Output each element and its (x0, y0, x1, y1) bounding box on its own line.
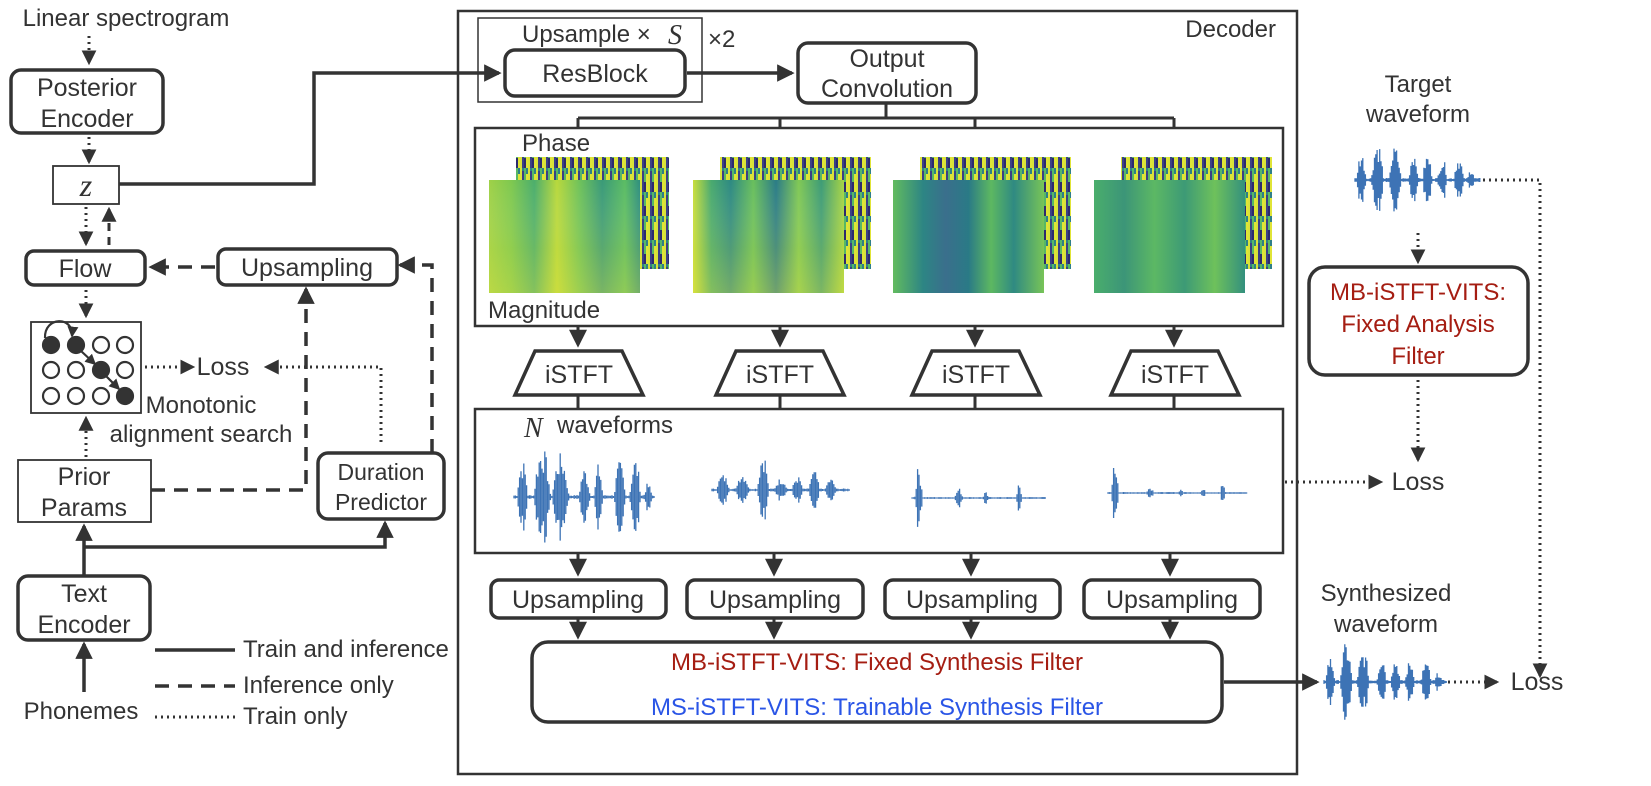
waveform-panel (473, 407, 1285, 555)
subband-waveform-3 (911, 469, 1046, 527)
flow-box (24, 249, 147, 287)
decoder-frame (456, 9, 1299, 776)
ms-synthesis-label: MS-iSTFT-VITS: Trainable Synthesis Filte… (651, 694, 1103, 721)
prior-params-label-1: Prior (58, 463, 111, 491)
waveforms-label: waveforms (556, 412, 673, 439)
flow-label: Flow (59, 255, 113, 283)
mb-analysis-label-3: Filter (1391, 343, 1444, 370)
waveform-trace (911, 469, 1046, 527)
synthesized-waveform-label-1: Synthesized (1321, 580, 1452, 607)
phonemes-label: Phonemes (24, 698, 139, 725)
upsampling-label-2: Upsampling (709, 586, 841, 614)
prior-params-label-2: Params (41, 494, 127, 522)
z-box (52, 165, 120, 205)
legend: Train and inference Inference only Train… (155, 636, 449, 730)
istft-label-4: iSTFT (1141, 361, 1209, 389)
alignment-grid (41, 335, 135, 406)
posterior-encoder-box (9, 68, 165, 135)
mb-analysis-label-1: MB-iSTFT-VITS: (1330, 279, 1506, 306)
magnitude-label: Magnitude (488, 297, 600, 324)
spectrogram-3 (893, 157, 1071, 293)
text-encoder-label-2: Encoder (37, 611, 130, 639)
left-column: Linear spectrogram Posterior Encoder z F… (9, 5, 449, 730)
subband-waveform-4 (1107, 468, 1248, 518)
spectrogram-1 (489, 157, 669, 293)
n-symbol: N (523, 413, 544, 444)
istft-box-1 (512, 349, 646, 397)
istft-label-2: iSTFT (746, 361, 814, 389)
synthesized-waveform (1323, 644, 1447, 720)
mas-loss-label: Loss (197, 353, 250, 381)
waveform-trace (1354, 148, 1481, 212)
mb-analysis-label-2: Fixed Analysis (1341, 311, 1494, 338)
decoder-label: Decoder (1185, 16, 1276, 43)
mas-label-1: Monotonic (146, 392, 257, 419)
output-convolution-label-1: Output (849, 45, 924, 73)
upsampling-label-1: Upsampling (512, 586, 644, 614)
upsampling-box-4 (1082, 578, 1262, 620)
istft-label-1: iSTFT (545, 361, 613, 389)
istft-row: iSTFT iSTFT iSTFT iSTFT (512, 326, 1242, 409)
mas-label-2: alignment search (110, 421, 293, 448)
synthesis-filter-box (530, 640, 1224, 724)
legend-train-and-inference: Train and inference (243, 636, 449, 663)
istft-box-2 (713, 349, 847, 397)
spectrogram-4 (1094, 157, 1272, 293)
upsample-s-label: Upsample × (522, 21, 651, 48)
upsampling-row: Upsampling Upsampling Upsampling Upsampl… (489, 553, 1262, 640)
waveform-trace (711, 460, 850, 520)
waveform-trace (513, 451, 655, 543)
s-symbol: S (668, 20, 682, 51)
decoder: Decoder Upsample × S ×2 ResBlock Output … (119, 9, 1299, 776)
istft-box-4 (1108, 349, 1242, 397)
spectrogram-2 (693, 157, 871, 293)
istft-box-3 (909, 349, 1043, 397)
duration-predictor-label-1: Duration (338, 459, 425, 485)
subband-waveform-2 (711, 460, 850, 520)
analysis-filter-box (1307, 265, 1530, 377)
duration-predictor-label-2: Predictor (335, 489, 427, 515)
posterior-encoder-label-2: Encoder (40, 105, 133, 133)
text-encoder-label-1: Text (61, 580, 107, 608)
legend-inference-only: Inference only (243, 672, 394, 699)
target-waveform-label-1: Target (1385, 71, 1452, 98)
synthesized-waveform-label-2: waveform (1333, 611, 1438, 638)
linear-spectrogram-label: Linear spectrogram (23, 5, 230, 32)
times-two-label: ×2 (708, 26, 735, 53)
upsampling-label-4: Upsampling (1106, 586, 1238, 614)
subband-waveform-1 (513, 451, 655, 543)
target-waveform (1354, 148, 1481, 212)
output-convolution-label-2: Convolution (821, 75, 953, 103)
waveform-trace (1323, 644, 1447, 720)
upsample-block-frame (477, 17, 703, 103)
resblock-label: ResBlock (542, 60, 648, 88)
output-convolution-box (796, 41, 978, 105)
istft-label-3: iSTFT (942, 361, 1010, 389)
legend-train-only: Train only (243, 703, 347, 730)
z-symbol: z (79, 167, 93, 203)
final-loss-label: Loss (1511, 668, 1564, 696)
upsampling-label-3: Upsampling (906, 586, 1038, 614)
posterior-encoder-label-1: Posterior (37, 74, 137, 102)
text-encoder-box (16, 574, 152, 642)
upsampling-left-box (216, 247, 399, 287)
mb-synthesis-label: MB-iSTFT-VITS: Fixed Synthesis Filter (671, 649, 1083, 676)
waveform-trace (1107, 468, 1248, 518)
resblock-box (503, 48, 687, 98)
phase-label: Phase (522, 130, 590, 157)
prior-params-box (17, 459, 152, 523)
waveforms-loss-label: Loss (1392, 468, 1445, 496)
target-waveform-label-2: waveform (1365, 101, 1470, 128)
duration-predictor-box (316, 451, 446, 521)
right-column: Target waveform MB-iSTFT-VITS: Fixed Ana… (1224, 71, 1563, 720)
upsampling-left-label: Upsampling (241, 254, 373, 282)
